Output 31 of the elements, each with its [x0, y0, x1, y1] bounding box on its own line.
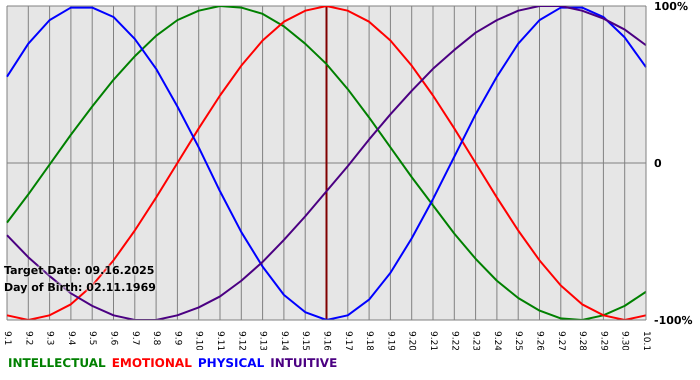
x-tick-label: 9.6	[108, 331, 118, 346]
x-tick-label: 9.11	[215, 331, 225, 352]
text: PHYSICAL	[198, 356, 264, 370]
x-tick-label: 9.15	[300, 331, 310, 352]
x-tick-label: 9.1	[2, 331, 12, 346]
x-tick-label: 9.4	[66, 331, 76, 346]
x-tick-label: 10.1	[641, 331, 651, 352]
x-tick-label: 9.27	[556, 331, 566, 352]
x-tick-label: 9.3	[44, 331, 55, 346]
text: INTELLECTUAL	[8, 356, 106, 370]
x-tick-label: 9.8	[151, 331, 162, 346]
x-tick-label: 9.9	[172, 331, 182, 346]
x-tick-label: 9.13	[258, 331, 268, 352]
x-tick-label: 9.29	[598, 331, 608, 352]
x-tick-label: 9.18	[364, 331, 374, 352]
x-tick-label: 9.22	[449, 331, 460, 352]
text: INTUITIVE	[270, 356, 338, 370]
x-tick-label: 9.7	[130, 331, 140, 346]
x-tick-label: 9.12	[236, 331, 246, 352]
x-tick-label: 9.21	[428, 331, 438, 352]
x-tick-label: 9.25	[513, 331, 524, 352]
y-tick-label: 0	[654, 156, 662, 170]
x-tick-label: 9.17	[342, 331, 353, 352]
y-tick-label: -100%	[654, 314, 693, 327]
x-tick-label: 9.5	[87, 331, 98, 346]
x-tick-label: 9.2	[23, 331, 34, 346]
x-tick-label: 9.19	[385, 331, 396, 352]
x-tick-label: 9.23	[470, 331, 481, 352]
text: EMOTIONAL	[112, 356, 192, 370]
x-tick-label: 9.28	[577, 331, 588, 352]
y-tick-label: 100%	[654, 0, 688, 13]
